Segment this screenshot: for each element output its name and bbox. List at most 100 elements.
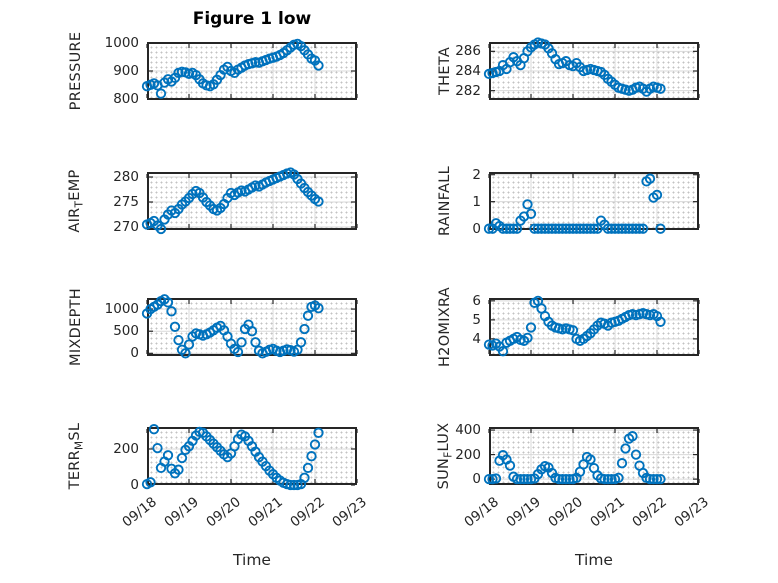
data-point: [557, 473, 568, 485]
x-axis-label-left-column: Time: [233, 551, 271, 569]
data-point: [504, 460, 516, 471]
y-tick-label-h2omixra: 5: [472, 311, 481, 328]
y-tick-label-pressure: 800: [113, 90, 139, 107]
data-point: [497, 346, 509, 357]
data-point: [313, 60, 324, 71]
axes-border: [147, 172, 357, 230]
x-tick-label: 09/20: [203, 494, 244, 531]
data-points-rainfall: [483, 173, 666, 234]
data-point: [295, 337, 307, 348]
data-point: [630, 449, 642, 460]
data-point: [525, 208, 537, 219]
data-points-air_temp: [141, 167, 324, 235]
data-point: [285, 479, 296, 491]
data-point: [166, 306, 177, 317]
y-axis-label-subscript: F: [442, 451, 455, 458]
data-point: [522, 473, 533, 485]
subplot-theta: [483, 37, 700, 100]
data-points-h2omixra: [483, 295, 666, 357]
subplot-terr_msl-minor-grid: [147, 427, 357, 485]
x-tick-label: 09/18: [461, 494, 502, 531]
y-axis-label-h2omixra: H2OMIXRA: [437, 287, 453, 367]
x-tick-label: 09/23: [671, 494, 712, 531]
data-point: [655, 316, 666, 327]
data-point: [616, 458, 628, 469]
data-point: [536, 223, 547, 234]
data-point: [309, 439, 321, 450]
data-point: [585, 223, 596, 234]
data-point: [511, 473, 523, 485]
y-tick-label-rainfall: 2: [472, 166, 481, 183]
data-point: [644, 473, 656, 485]
data-point: [529, 223, 540, 234]
y-tick-label-sun_flux: 0: [472, 471, 481, 488]
data-point: [246, 326, 258, 337]
y-axis-label-text: EMP: [66, 169, 83, 201]
data-point: [634, 223, 645, 234]
data-point: [148, 424, 160, 435]
data-point: [557, 223, 568, 234]
y-tick-label-air_temp: 275: [113, 194, 139, 210]
data-points-mixdepth: [141, 294, 324, 359]
data-point: [651, 189, 663, 201]
y-tick-label-theta: 286: [455, 43, 481, 60]
data-point: [609, 223, 621, 234]
data-point: [648, 473, 659, 485]
data-point: [623, 223, 635, 234]
y-axis-label-text: AIR: [66, 207, 83, 233]
data-point: [585, 454, 596, 465]
data-point: [627, 223, 638, 234]
axes-border: [147, 427, 357, 485]
y-axis-label-theta: THETA: [437, 47, 453, 95]
subplot-rainfall: [483, 172, 700, 234]
data-point: [578, 223, 589, 234]
y-tick-label-theta: 282: [455, 82, 481, 99]
data-point: [571, 223, 582, 234]
data-point: [525, 322, 537, 333]
y-tick-label-pressure: 900: [113, 63, 139, 79]
data-point: [574, 223, 586, 234]
y-tick-label-mixdepth: 0: [130, 345, 139, 362]
data-point: [599, 473, 610, 485]
data-points-pressure: [141, 38, 324, 99]
y-tick-label-mixdepth: 1000: [104, 301, 139, 318]
x-axis-label-right-column: Time: [575, 551, 613, 569]
data-point: [602, 473, 614, 485]
subplot-h2omixra: [483, 295, 700, 357]
data-point: [655, 83, 666, 94]
y-axis-label-text: PRESSURE: [68, 31, 84, 111]
data-point: [630, 223, 642, 234]
y-tick-label-air_temp: 270: [113, 219, 139, 235]
data-point: [627, 431, 638, 442]
data-point: [637, 223, 649, 234]
y-axis-label-sun_flux: SUNFLUX: [436, 423, 455, 490]
data-point: [539, 223, 551, 234]
data-points-theta: [483, 37, 666, 97]
data-point: [173, 464, 184, 475]
y-axis-label-text: H2OMIXRA: [437, 286, 453, 368]
subplot-pressure: [141, 38, 358, 100]
data-point: [560, 223, 572, 234]
data-point: [606, 223, 617, 234]
y-axis-label-text: SUN: [435, 457, 452, 490]
data-point: [497, 223, 509, 234]
y-tick-label-h2omixra: 4: [472, 330, 481, 347]
subplot-mixdepth: [141, 294, 358, 359]
y-axis-label-text: TERR: [66, 449, 83, 490]
data-point: [288, 479, 300, 491]
x-tick-label: 09/22: [629, 494, 670, 531]
data-point: [560, 473, 572, 485]
data-point: [655, 473, 666, 485]
y-axis-label-text: RAINFALL: [437, 165, 453, 237]
data-point: [299, 472, 310, 483]
data-point: [613, 472, 624, 484]
data-point: [581, 223, 593, 234]
data-point: [588, 223, 600, 234]
x-tick-label: 09/21: [587, 494, 628, 531]
data-point: [606, 473, 617, 485]
data-point: [490, 473, 502, 484]
data-point: [483, 223, 495, 234]
data-point: [543, 223, 554, 234]
y-axis-label-pressure: PRESSURE: [68, 32, 84, 111]
figure-title: Figure 1 low: [192, 9, 312, 29]
